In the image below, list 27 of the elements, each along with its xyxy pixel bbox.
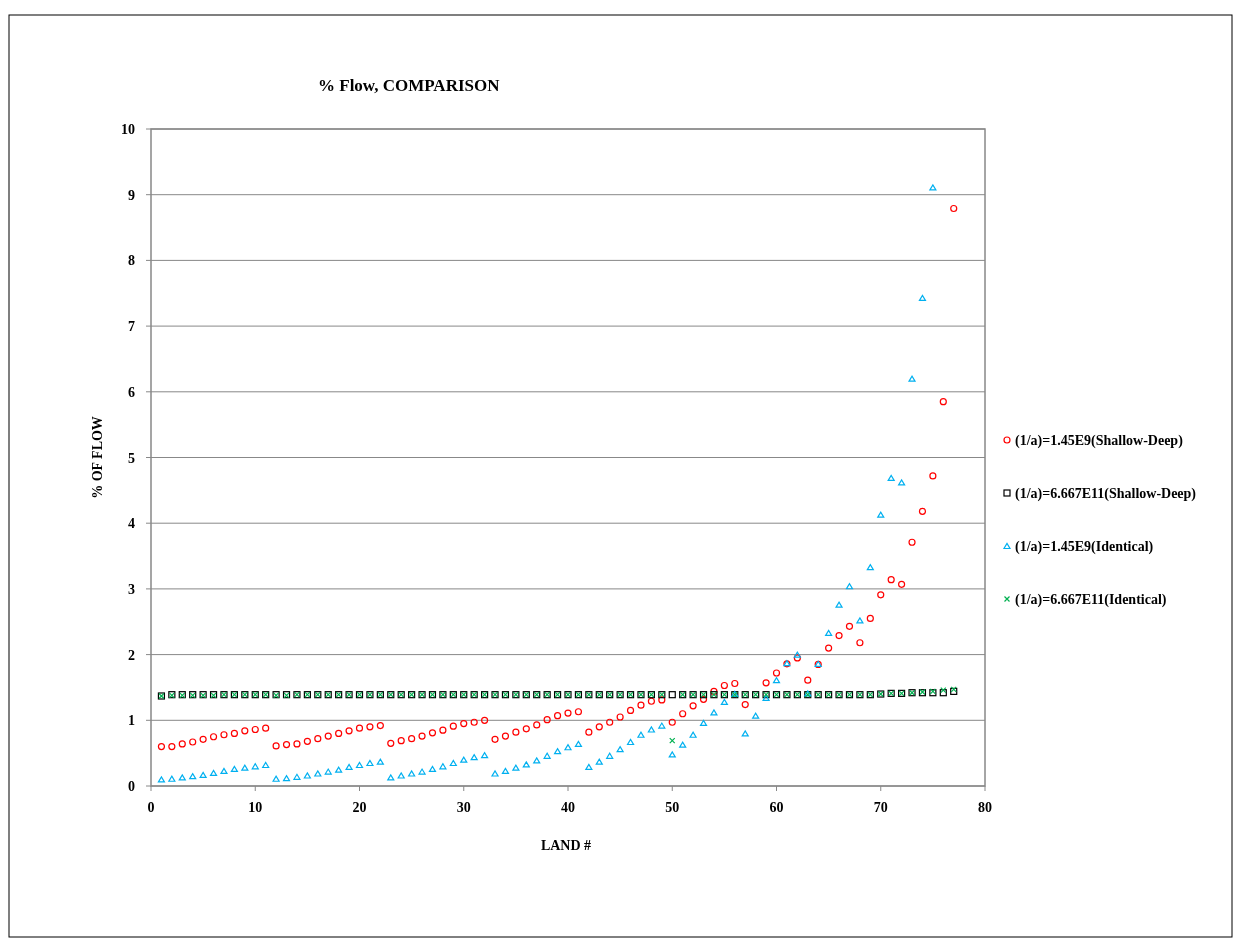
chart-title: % Flow, COMPARISON: [318, 76, 501, 95]
y-tick-label: 5: [128, 450, 135, 466]
x-tick-label: 0: [147, 800, 155, 815]
y-tick-label: 8: [128, 253, 135, 269]
x-tick-label: 30: [456, 800, 471, 815]
y-tick-label: 6: [128, 384, 135, 400]
x-tick-label: 40: [561, 800, 575, 815]
x-tick-label: 50: [665, 800, 680, 815]
x-tick-label: 60: [769, 800, 784, 815]
y-tick-label: 0: [128, 779, 135, 794]
legend-label: (1/a)=6.667E11(Shallow-Deep): [1015, 486, 1197, 502]
y-tick-label: 1: [128, 713, 135, 729]
y-axis-title: % OF FLOW: [90, 416, 105, 499]
legend-label: (1/a)=1.45E9(Identical): [1015, 539, 1154, 555]
x-tick-label: 20: [352, 800, 367, 815]
y-tick-label: 7: [128, 319, 135, 335]
x-axis-title: LAND #: [540, 838, 592, 853]
x-tick-label: 80: [978, 800, 992, 815]
y-tick-label: 10: [121, 122, 135, 137]
y-tick-label: 9: [128, 187, 135, 203]
y-tick-label: 4: [128, 516, 135, 532]
legend-label: (1/a)=6.667E11(Identical): [1015, 592, 1167, 608]
y-tick-label: 2: [128, 647, 135, 663]
x-tick-label: 70: [873, 800, 888, 815]
legend-label: (1/a)=1.45E9(Shallow-Deep): [1015, 433, 1184, 449]
x-tick-label: 10: [248, 800, 263, 815]
y-tick-label: 3: [128, 581, 135, 597]
